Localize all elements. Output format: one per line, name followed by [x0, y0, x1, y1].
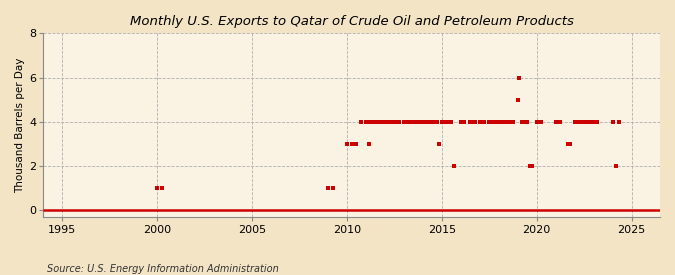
Point	[550, 120, 561, 124]
Point	[376, 120, 387, 124]
Point	[518, 120, 529, 124]
Point	[356, 120, 367, 124]
Point	[427, 120, 437, 124]
Point	[456, 120, 466, 124]
Point	[489, 120, 500, 124]
Point	[412, 120, 423, 124]
Point	[607, 120, 618, 124]
Point	[424, 120, 435, 124]
Point	[365, 120, 376, 124]
Point	[514, 75, 524, 80]
Title: Monthly U.S. Exports to Qatar of Crude Oil and Petroleum Products: Monthly U.S. Exports to Qatar of Crude O…	[130, 15, 574, 28]
Point	[508, 120, 518, 124]
Point	[394, 120, 404, 124]
Point	[443, 120, 454, 124]
Point	[493, 120, 504, 124]
Point	[400, 120, 410, 124]
Point	[157, 186, 167, 190]
Point	[470, 120, 481, 124]
Point	[588, 120, 599, 124]
Point	[385, 120, 396, 124]
Point	[364, 142, 375, 146]
Point	[555, 120, 566, 124]
Point	[582, 120, 593, 124]
Point	[554, 120, 564, 124]
Point	[402, 120, 412, 124]
Point	[323, 186, 333, 190]
Point	[379, 120, 390, 124]
Point	[506, 120, 517, 124]
Point	[392, 120, 403, 124]
Point	[576, 120, 587, 124]
Point	[585, 120, 596, 124]
Point	[535, 120, 545, 124]
Point	[421, 120, 431, 124]
Point	[522, 120, 533, 124]
Point	[389, 120, 400, 124]
Y-axis label: Thousand Barrels per Day: Thousand Barrels per Day	[15, 57, 25, 193]
Point	[517, 120, 528, 124]
Point	[468, 120, 479, 124]
Point	[449, 164, 460, 168]
Point	[458, 120, 469, 124]
Point	[152, 186, 163, 190]
Point	[484, 120, 495, 124]
Point	[417, 120, 428, 124]
Point	[439, 120, 450, 124]
Point	[477, 120, 488, 124]
Point	[351, 142, 362, 146]
Point	[398, 120, 409, 124]
Point	[572, 120, 583, 124]
Point	[563, 142, 574, 146]
Point	[375, 120, 385, 124]
Point	[346, 142, 357, 146]
Point	[431, 120, 442, 124]
Point	[531, 120, 542, 124]
Point	[512, 98, 523, 102]
Point	[497, 120, 508, 124]
Point	[342, 142, 352, 146]
Point	[500, 120, 510, 124]
Point	[430, 120, 441, 124]
Point	[536, 120, 547, 124]
Point	[327, 186, 338, 190]
Point	[408, 120, 418, 124]
Point	[373, 120, 384, 124]
Point	[414, 120, 425, 124]
Point	[465, 120, 476, 124]
Point	[475, 120, 485, 124]
Point	[578, 120, 589, 124]
Point	[360, 120, 371, 124]
Point	[446, 120, 457, 124]
Point	[503, 120, 514, 124]
Point	[367, 120, 377, 124]
Point	[370, 120, 381, 124]
Point	[383, 120, 394, 124]
Point	[487, 120, 498, 124]
Point	[564, 142, 575, 146]
Point	[490, 120, 501, 124]
Point	[590, 120, 601, 124]
Point	[479, 120, 490, 124]
Point	[403, 120, 414, 124]
Text: Source: U.S. Energy Information Administration: Source: U.S. Energy Information Administ…	[47, 264, 279, 274]
Point	[610, 164, 621, 168]
Point	[433, 142, 444, 146]
Point	[583, 120, 594, 124]
Point	[614, 120, 624, 124]
Point	[436, 120, 447, 124]
Point	[525, 164, 536, 168]
Point	[569, 120, 580, 124]
Point	[411, 120, 422, 124]
Point	[526, 164, 537, 168]
Point	[362, 120, 373, 124]
Point	[591, 120, 602, 124]
